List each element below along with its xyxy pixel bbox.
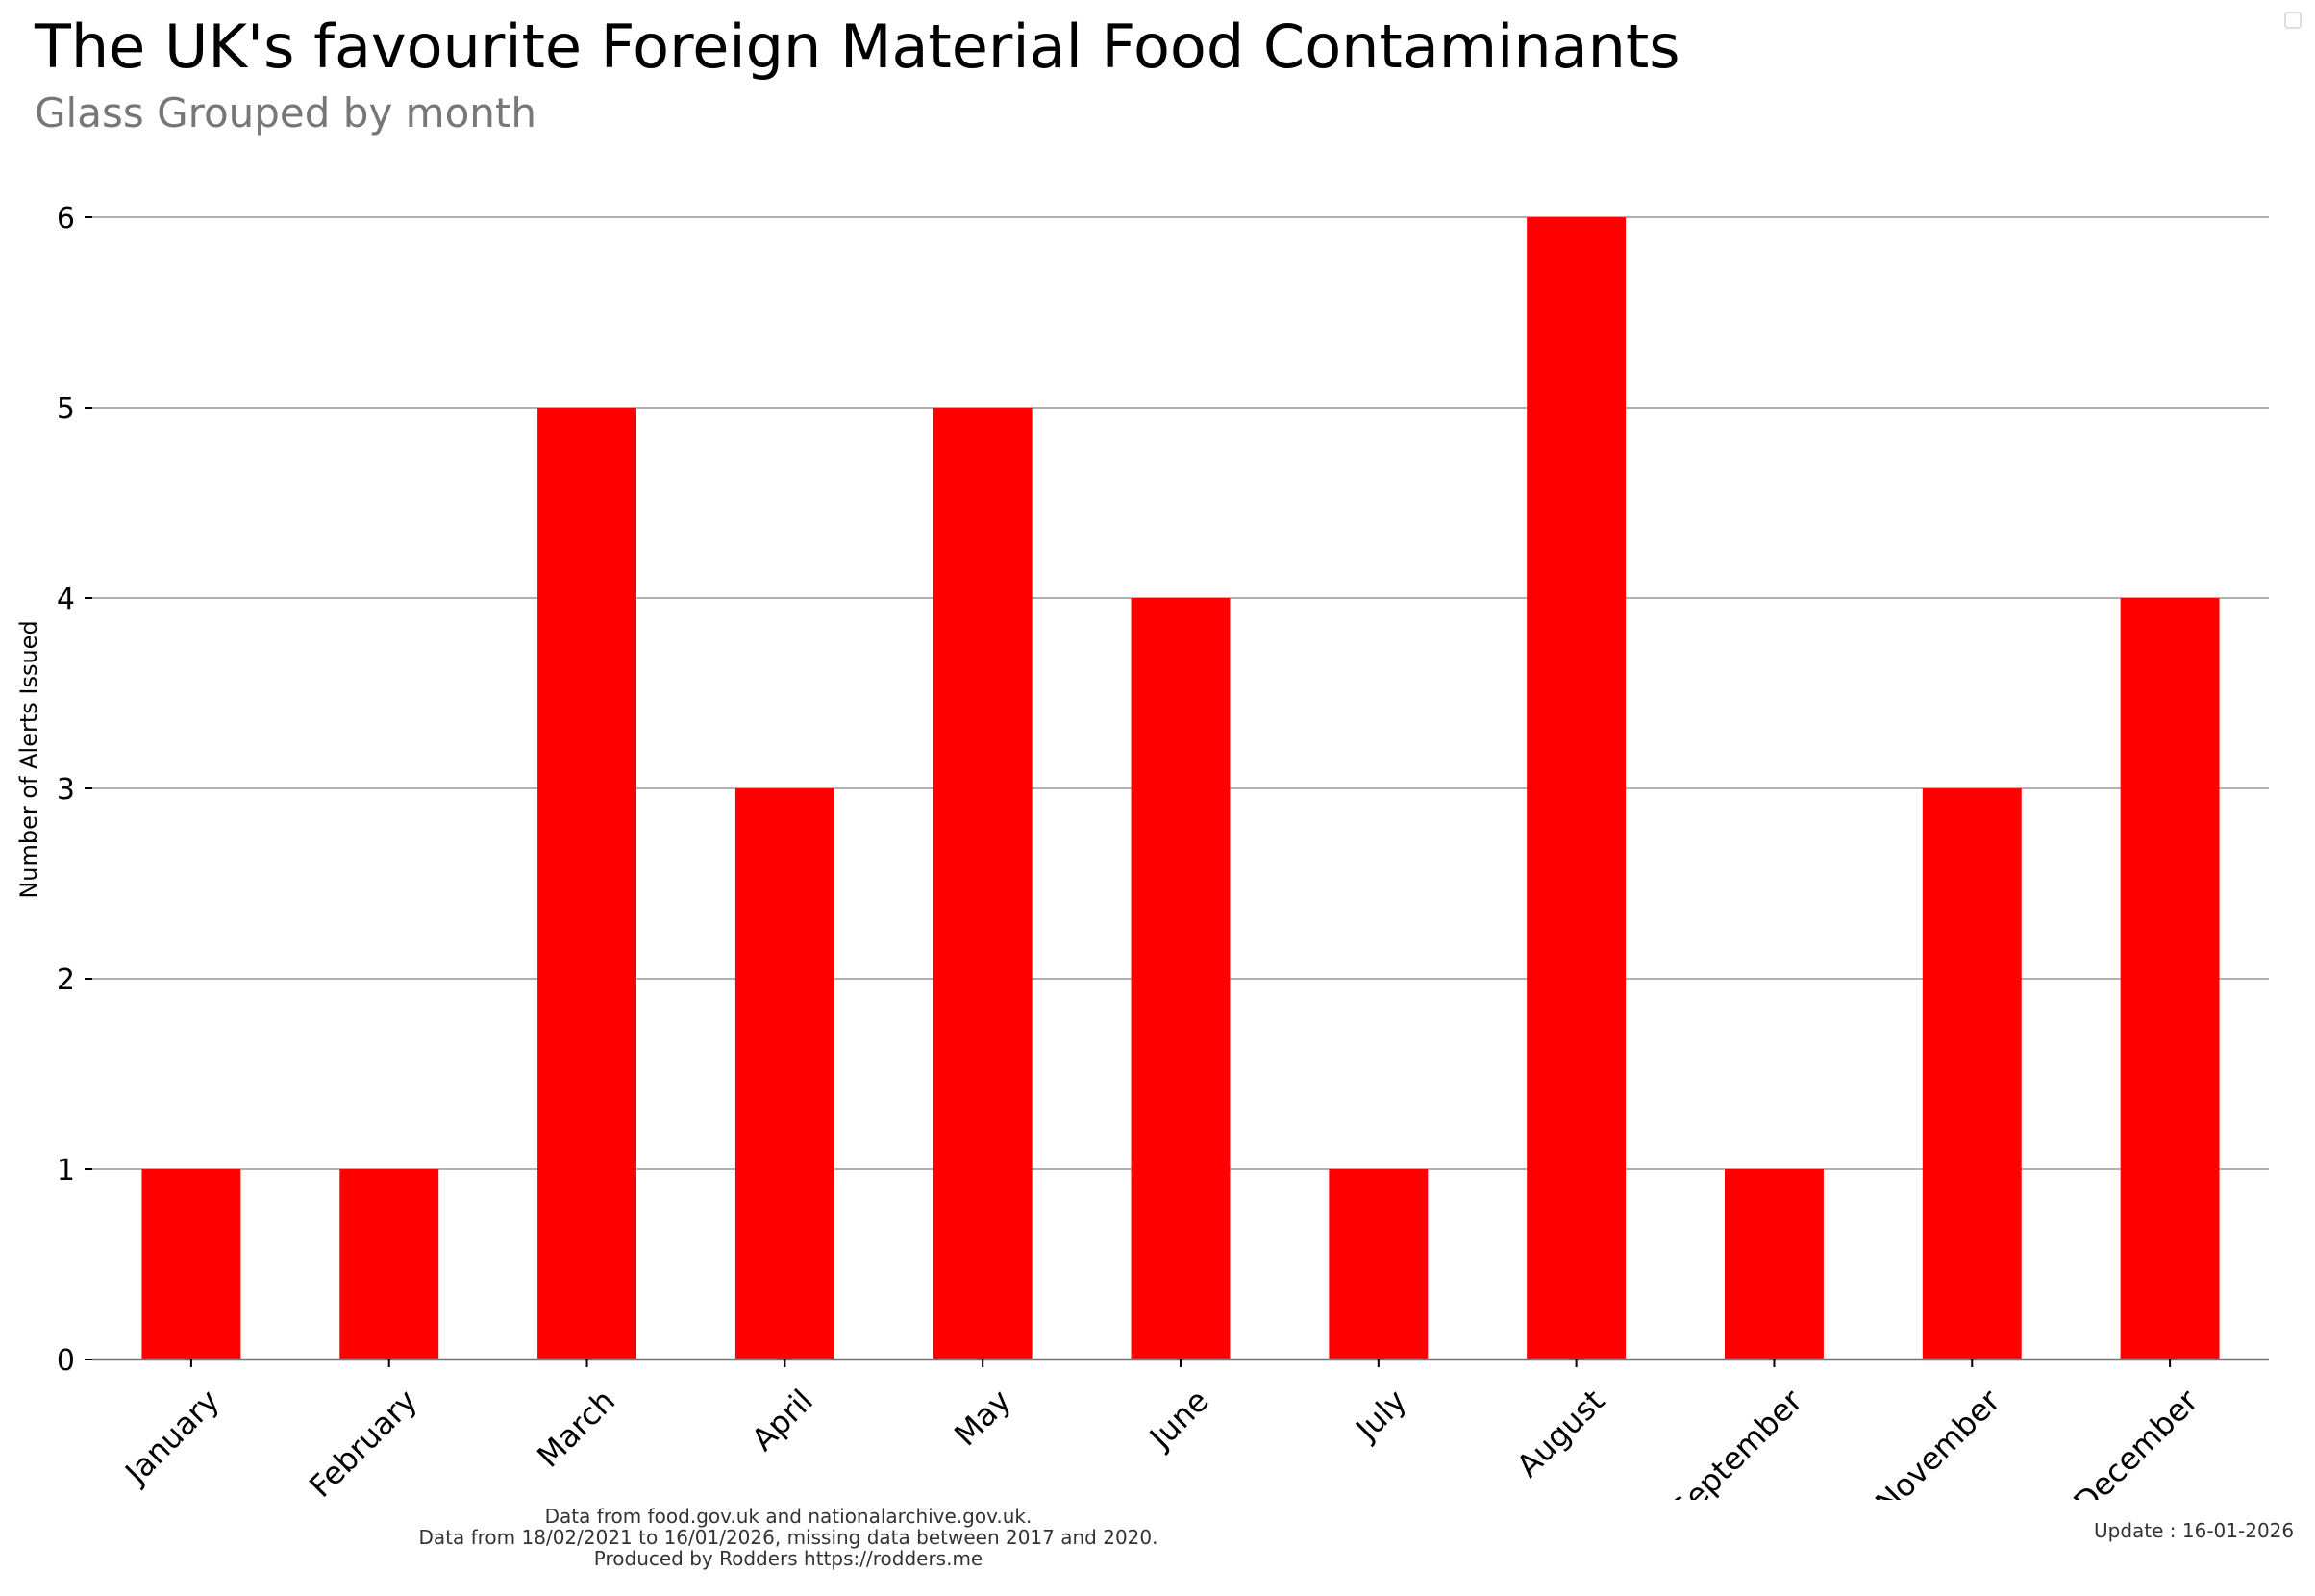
y-tick-label: 0 [57,1344,75,1378]
y-tick-label: 2 [57,963,75,997]
bar-february [339,1169,439,1359]
y-tick-label: 4 [57,583,75,616]
bar-november [1922,788,2022,1359]
y-tick-label: 6 [57,202,75,236]
bar-chart: 0 1 2 3 4 5 6 January February March April May June J… [15,202,2269,1500]
x-tick-label: December [2067,1382,2206,1500]
x-tick-label: July [1347,1383,1413,1449]
bar-december [2120,598,2220,1359]
footer-range-line: Data from 18/02/2021 to 16/01/2026, miss… [418,1526,1158,1549]
footer-source-line: Data from food.gov.uk and nationalarchiv… [544,1505,1033,1528]
x-tick-label: August [1509,1383,1611,1484]
x-tick-label: September [1663,1382,1810,1500]
update-date: Update : 16-01-2026 [2094,1519,2295,1542]
y-tick-label: 1 [57,1154,75,1187]
bar-january [141,1169,241,1359]
bar-august [1527,217,1627,1359]
x-tick-label: November [1868,1382,2007,1500]
bar-march [537,408,636,1359]
y-tick-label: 5 [57,392,75,426]
y-tick-label: 3 [57,773,75,807]
footer-credit-line: Produced by Rodders https://rodders.me [593,1547,983,1570]
chart-footer: Data from food.gov.uk and nationalarchiv… [0,1506,1577,1569]
x-tick-label: April [744,1383,820,1459]
x-tick-label: January [116,1383,226,1492]
bar-september [1725,1169,1824,1359]
chart-subtitle: Glass Grouped by month [35,89,536,137]
x-tick-label: March [530,1383,622,1475]
bar-april [734,788,834,1359]
bar-july [1329,1169,1429,1359]
bar-june [1131,598,1231,1359]
x-tick-label: February [302,1383,424,1500]
bar-may [933,408,1033,1359]
corner-checkbox[interactable] [2284,12,2302,29]
chart-title: The UK's favourite Foreign Material Food… [35,12,1680,82]
x-tick-label: May [947,1383,1018,1454]
y-axis-label: Number of Alerts Issued [15,620,42,898]
x-tick-label: June [1141,1383,1216,1458]
